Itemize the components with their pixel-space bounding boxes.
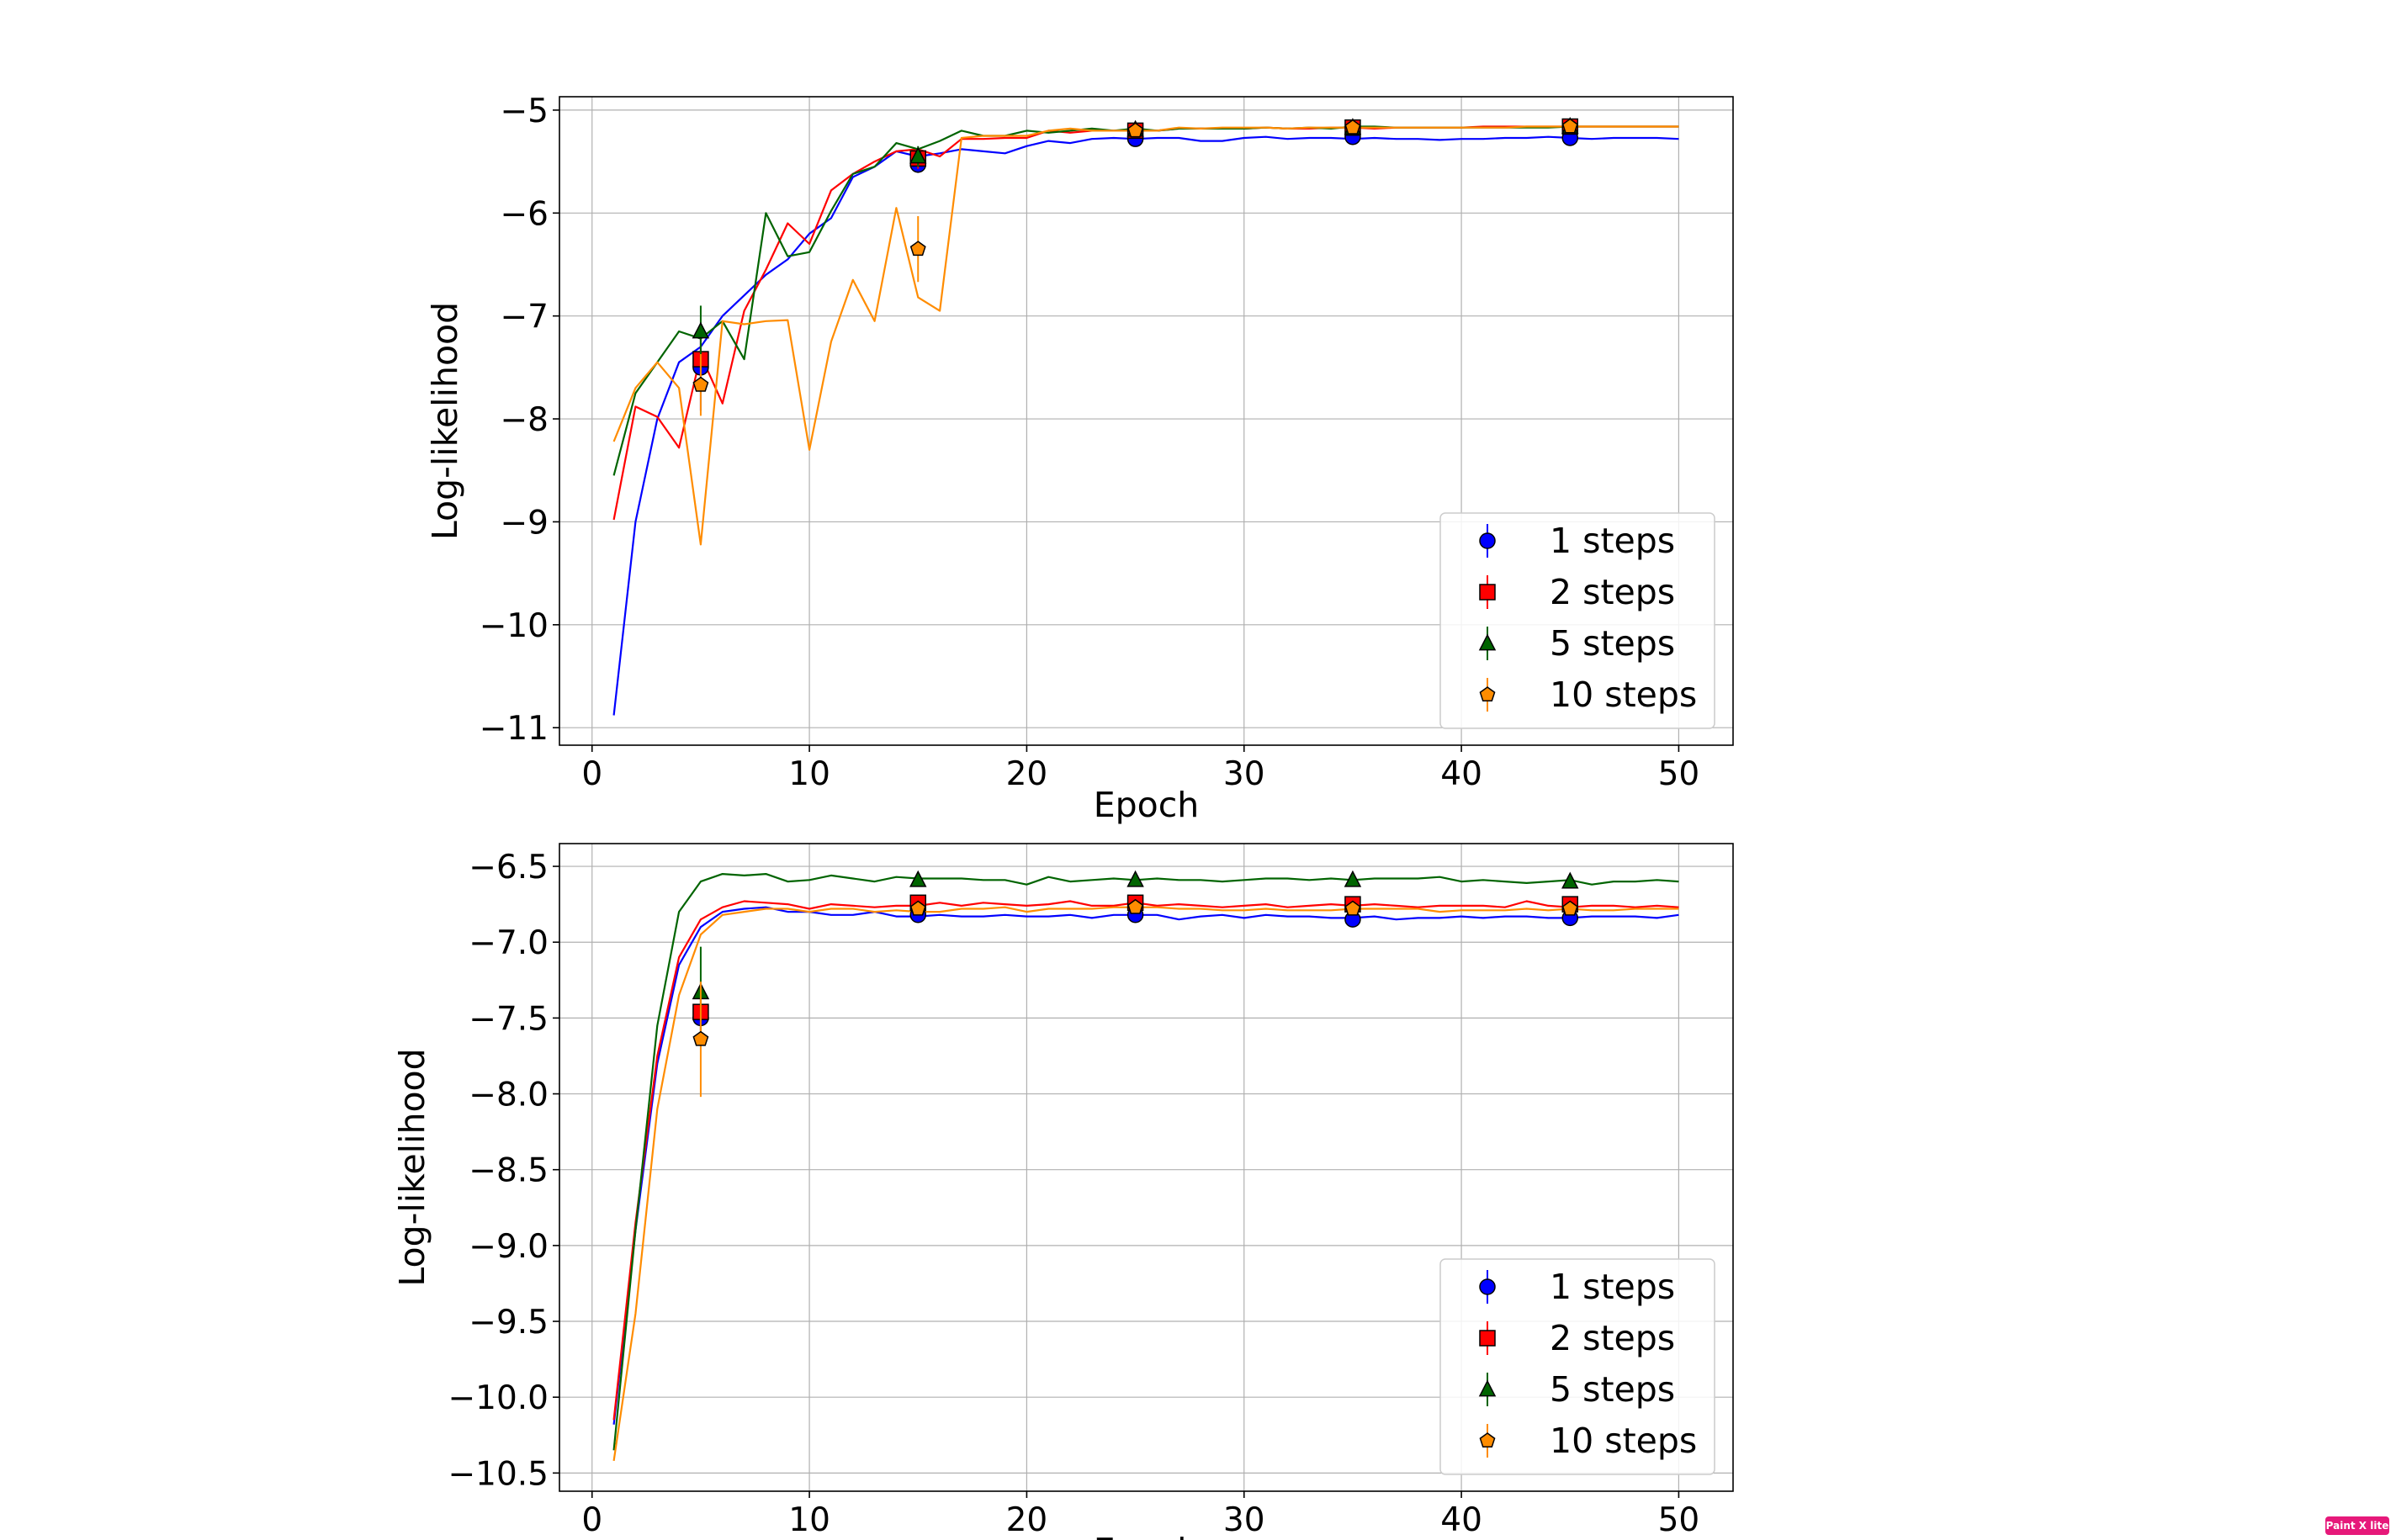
- data-point: [1344, 900, 1361, 916]
- series-line-1-steps: [612, 906, 1679, 1425]
- data-point: [909, 146, 927, 164]
- legend-marker: [1479, 584, 1496, 601]
- legend-marker: [1479, 1330, 1496, 1347]
- y-tick-label: −11: [480, 710, 549, 748]
- data-point: [909, 870, 927, 887]
- series-line-5-steps: [612, 872, 1679, 1451]
- legend-label: 2 steps: [1550, 1318, 1675, 1358]
- series-markers-5-steps: [692, 116, 1579, 357]
- y-tick-label: −8.5: [469, 1152, 549, 1190]
- x-tick-label: 40: [1440, 1501, 1482, 1539]
- legend-marker: [1479, 1278, 1496, 1295]
- y-tick-label: −9.0: [469, 1228, 549, 1266]
- series-line-10-steps: [612, 906, 1679, 1462]
- legend-marker: [1479, 686, 1496, 702]
- legend-entry: 1 steps: [1479, 1267, 1675, 1307]
- data-point: [692, 321, 710, 339]
- legend-entry: 5 steps: [1478, 1369, 1675, 1410]
- grid: [559, 97, 1733, 745]
- series-line-2-steps: [612, 900, 1679, 1421]
- x-axis-label: Epoch: [1094, 1531, 1200, 1540]
- x-tick-label: 10: [788, 755, 830, 793]
- grid: [559, 844, 1733, 1491]
- y-tick-label: −9: [501, 504, 549, 542]
- series-line-5-steps: [612, 125, 1679, 476]
- legend-box: [1439, 512, 1715, 729]
- data-point: [1127, 122, 1144, 138]
- series-markers-1-steps: [692, 907, 1578, 1027]
- legend-label: 1 steps: [1550, 1267, 1675, 1307]
- data-point: [909, 241, 926, 257]
- x-tick-label: 50: [1658, 1501, 1700, 1539]
- data-point: [1561, 118, 1578, 134]
- legend-label: 1 steps: [1550, 521, 1675, 561]
- legend: 1 steps 2 steps 5 steps 10 steps: [1439, 512, 1715, 729]
- legend-label: 10 steps: [1550, 1421, 1697, 1461]
- x-tick-label: 20: [1006, 1501, 1048, 1539]
- data-point: [1344, 870, 1362, 887]
- legend-label: 5 steps: [1550, 623, 1675, 664]
- series-markers-2-steps: [692, 118, 1578, 380]
- x-tick-label: 0: [581, 1501, 602, 1539]
- legend-label: 5 steps: [1550, 1369, 1675, 1410]
- legend-entry: 2 steps: [1479, 1318, 1675, 1358]
- series-markers-10-steps: [692, 898, 1578, 1098]
- data-point: [1126, 870, 1144, 887]
- x-tick-label: 30: [1223, 1501, 1265, 1539]
- legend-box: [1439, 1258, 1715, 1475]
- x-tick-label: 0: [581, 755, 602, 793]
- legend-entry: 2 steps: [1479, 572, 1675, 612]
- legend-marker: [1478, 1379, 1497, 1397]
- x-tick-label: 40: [1440, 755, 1482, 793]
- data-point: [692, 376, 709, 392]
- legend-entry: 1 steps: [1479, 521, 1675, 561]
- x-tick-label: 50: [1658, 755, 1700, 793]
- plot-frame: [559, 843, 1734, 1492]
- legend-label: 10 steps: [1550, 675, 1697, 715]
- data-point: [909, 900, 926, 916]
- x-tick-label: 20: [1006, 755, 1048, 793]
- data-point: [1561, 871, 1579, 889]
- data-point: [692, 1030, 709, 1046]
- y-tick-label: −7: [501, 299, 549, 336]
- x-tick-label: 30: [1223, 755, 1265, 793]
- series-line-2-steps: [612, 125, 1679, 521]
- paint-x-lite-badge: Paint X lite: [2325, 1516, 2389, 1535]
- y-tick-label: −7.0: [469, 924, 549, 962]
- x-tick-label: 10: [788, 1501, 830, 1539]
- series-markers-5-steps: [692, 870, 1579, 1038]
- x-axis-label: Epoch: [1094, 785, 1200, 825]
- y-axis-label: Log-likelihood: [392, 1048, 432, 1286]
- y-tick-label: −9.5: [469, 1304, 549, 1342]
- legend-entry: 5 steps: [1478, 623, 1675, 664]
- y-tick-label: −8: [501, 401, 549, 439]
- plot-frame: [559, 96, 1734, 746]
- series-line-10-steps: [612, 125, 1679, 546]
- data-point: [1127, 898, 1144, 914]
- y-axis-label: Log-likelihood: [425, 302, 465, 540]
- series-markers-10-steps: [692, 118, 1578, 416]
- legend-marker: [1479, 532, 1496, 549]
- y-tick-label: −8.0: [469, 1077, 549, 1114]
- legend-entry: 10 steps: [1479, 1421, 1697, 1461]
- chart-panel-1: 0 10 20 30 40 50 −11 −10 −9 −8 −7 −6 −5 Epoch Log-like…: [425, 93, 1734, 825]
- legend-label: 2 steps: [1550, 572, 1675, 612]
- legend-entry: 10 steps: [1479, 675, 1697, 715]
- y-tick-label: −10: [480, 607, 549, 645]
- legend-marker: [1479, 1432, 1496, 1448]
- y-tick-label: −5: [501, 93, 549, 130]
- y-tick-label: −6.5: [469, 849, 549, 886]
- y-tick-label: −10.0: [448, 1379, 549, 1417]
- data-point: [1561, 900, 1578, 916]
- y-tick-label: −6: [501, 195, 549, 233]
- chart-panel-2: 0 10 20 30 40 50 −10.5 −10.0 −9.5 −9.0 −8.5 −8.0 −7.…: [392, 843, 1734, 1540]
- data-point: [1344, 119, 1361, 135]
- legend-marker: [1478, 633, 1497, 651]
- legend: 1 steps 2 steps 5 steps 10 steps: [1439, 1258, 1715, 1475]
- y-tick-label: −10.5: [448, 1455, 549, 1493]
- y-tick-label: −7.5: [469, 1000, 549, 1038]
